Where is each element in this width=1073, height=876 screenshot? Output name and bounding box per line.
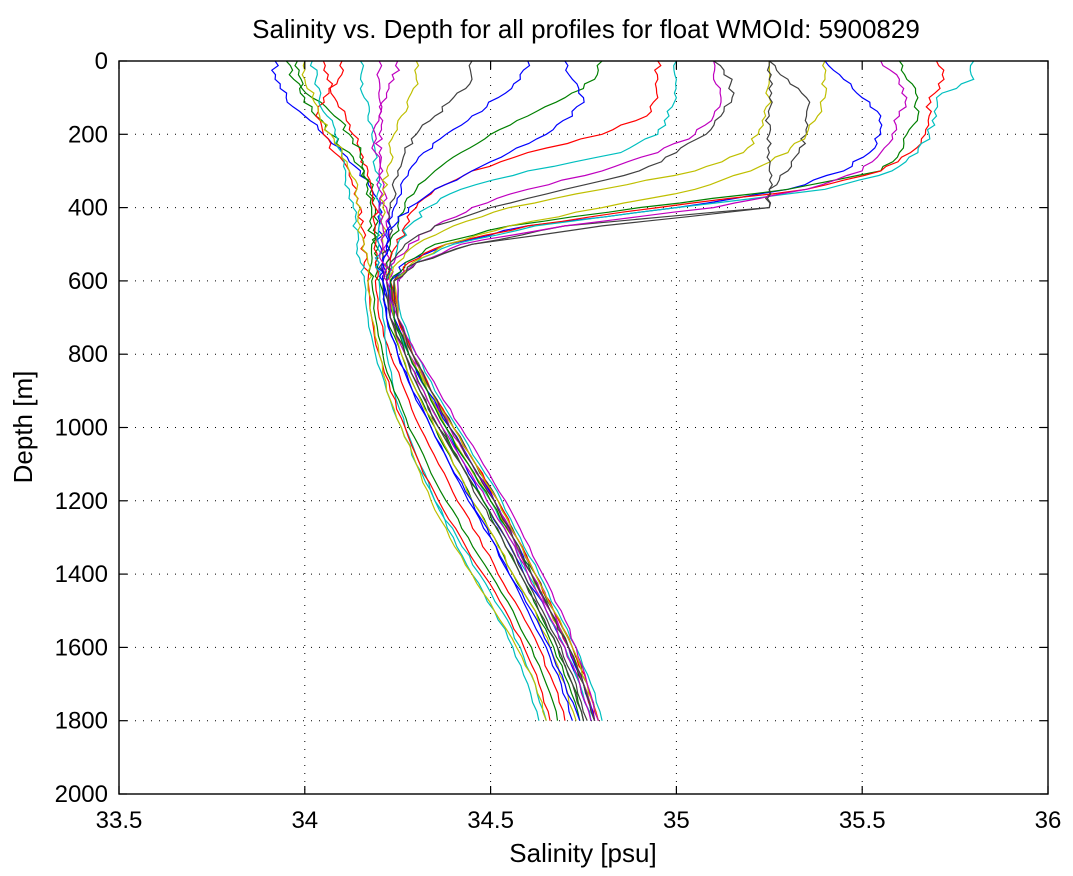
y-tick-label: 1000 xyxy=(55,415,108,442)
x-tick-label: 34 xyxy=(291,807,318,834)
y-tick-label: 200 xyxy=(68,121,108,148)
y-tick-label: 400 xyxy=(68,195,108,222)
y-tick-label: 1600 xyxy=(55,634,108,661)
y-tick-label: 600 xyxy=(68,268,108,295)
profiles-group xyxy=(270,61,975,721)
x-tick-label: 36 xyxy=(1035,807,1062,834)
y-tick-label: 2000 xyxy=(55,781,108,808)
profile-line xyxy=(322,61,566,721)
x-tick-label: 35 xyxy=(663,807,690,834)
x-tick-label: 34.5 xyxy=(467,807,514,834)
tick-layer: 33.5 34 34.5 35 35.5 36 0 200 400 600 800 1000 1200 1… xyxy=(55,48,1062,834)
profile-line xyxy=(381,61,585,721)
y-tick-label: 1400 xyxy=(55,561,108,588)
profile-line xyxy=(301,61,547,721)
x-axis-label: Salinity [psu] xyxy=(509,838,656,868)
profile-line xyxy=(309,61,547,721)
x-tick-label: 33.5 xyxy=(96,807,143,834)
profile-line xyxy=(371,61,599,721)
y-tick-label: 1200 xyxy=(55,488,108,515)
y-axis-label: Depth [m] xyxy=(8,371,38,484)
y-tick-label: 1800 xyxy=(55,708,108,735)
y-tick-label: 800 xyxy=(68,341,108,368)
profile-line xyxy=(285,61,559,721)
data-layer xyxy=(270,61,975,721)
chart-title: Salinity vs. Depth for all profiles for … xyxy=(252,14,920,44)
x-tick-label: 35.5 xyxy=(839,807,886,834)
profile-line xyxy=(393,61,774,721)
y-tick-label: 0 xyxy=(95,48,108,75)
